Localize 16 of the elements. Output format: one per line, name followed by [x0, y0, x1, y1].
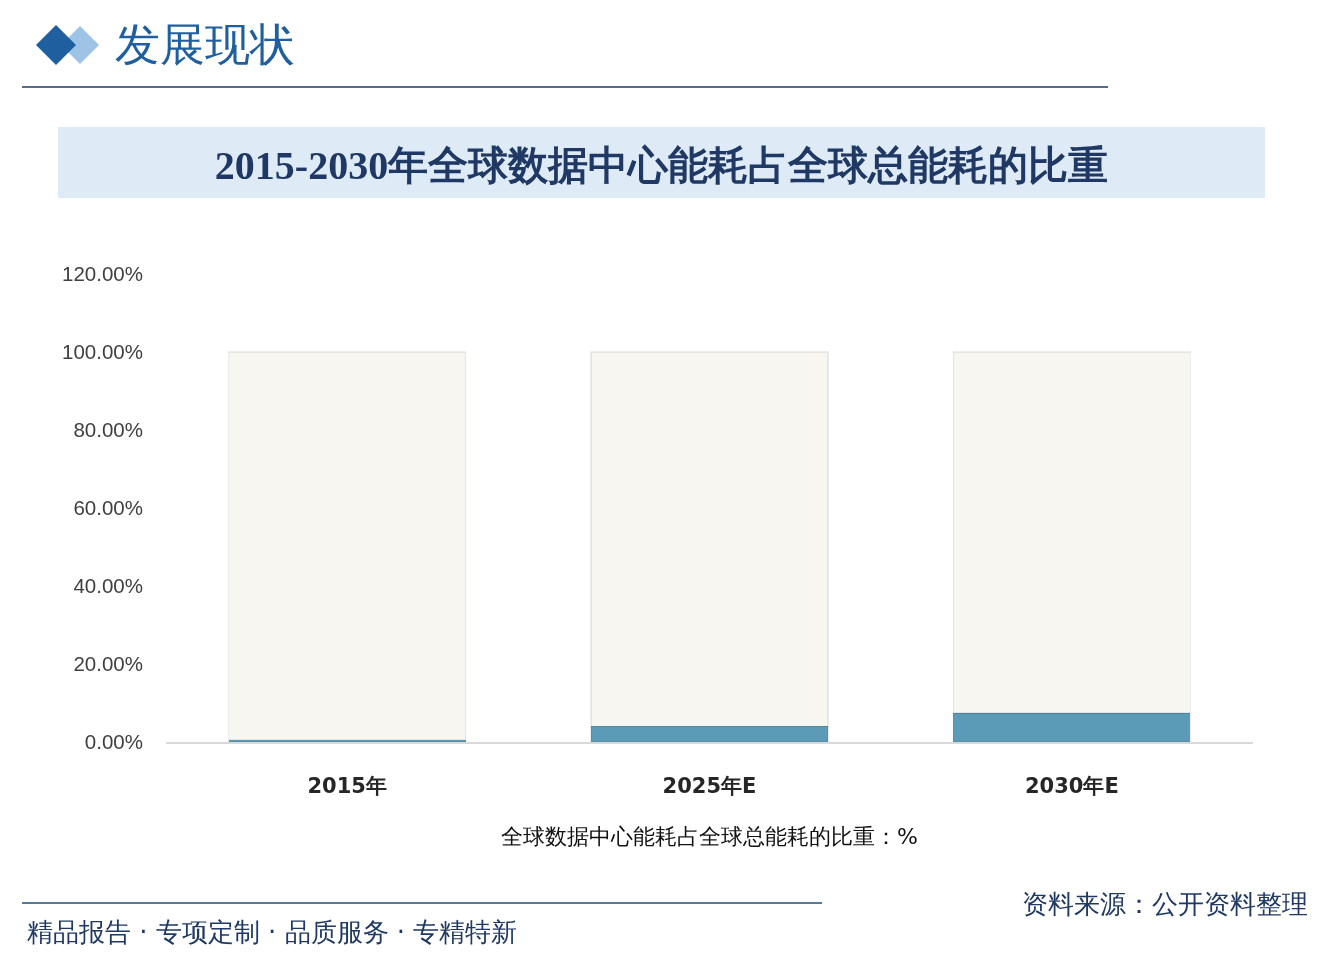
- x-tick-label: 2030年E: [1024, 773, 1119, 798]
- y-tick-label: 60.00%: [73, 496, 143, 520]
- y-tick-label: 0.00%: [84, 730, 143, 754]
- text: 精品报告 · 专项定制 · 品质服务 · 专精特新: [27, 917, 518, 947]
- y-tick-label: 120.00%: [62, 262, 143, 286]
- text: 发展现状: [115, 18, 295, 71]
- y-tick-label: 80.00%: [73, 418, 143, 442]
- bar: [227, 351, 467, 741]
- y-tick-label: 100.00%: [62, 340, 143, 364]
- x-tick-label: 2015年: [307, 773, 387, 798]
- y-tick-label: 40.00%: [73, 574, 143, 598]
- x-tick-label: 2025年E: [662, 773, 757, 798]
- y-tick-label: 20.00%: [73, 652, 143, 676]
- x-axis-title: 全球数据中心能耗占全球总能耗的比重：%: [501, 824, 918, 850]
- text: 资料来源：公开资料整理: [1022, 889, 1308, 919]
- chart-title: 2015-2030年全球数据中心能耗占全球总能耗的比重: [214, 143, 1109, 188]
